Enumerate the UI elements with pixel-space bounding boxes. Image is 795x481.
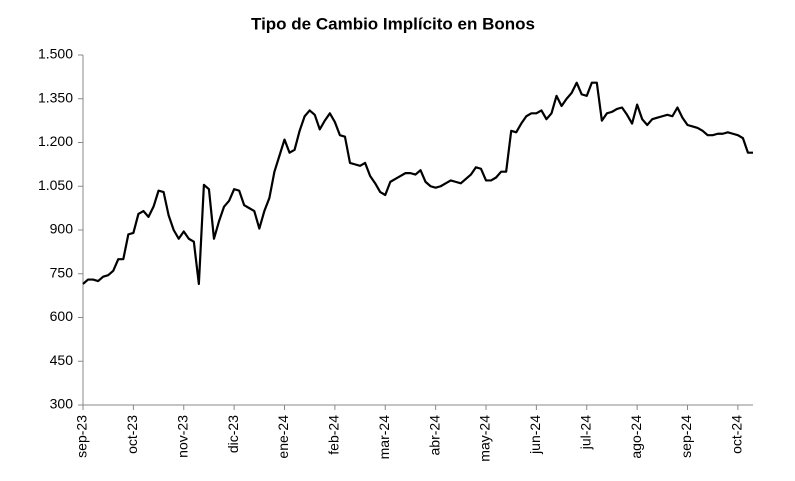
x-tick-label: may-24 [477, 415, 493, 462]
y-tick-label: 600 [50, 308, 74, 324]
y-tick-label: 300 [50, 396, 74, 412]
chart-title: Tipo de Cambio Implícito en Bonos [251, 14, 535, 33]
x-tick-label: oct-23 [124, 415, 140, 454]
x-tick-label: ago-24 [628, 415, 644, 459]
y-tick-label: 1.500 [38, 46, 73, 62]
x-tick-label: mar-24 [376, 415, 392, 460]
x-tick-label: nov-23 [174, 415, 190, 458]
y-tick-label: 450 [50, 352, 74, 368]
x-tick-label: feb-24 [326, 415, 342, 455]
x-tick-label: sep-23 [74, 415, 90, 458]
x-tick-label: sep-24 [678, 415, 694, 458]
y-tick-label: 1.200 [38, 133, 73, 149]
x-tick-label: ene-24 [275, 415, 291, 459]
x-tick-label: abr-24 [426, 415, 442, 456]
y-tick-label: 1.350 [38, 89, 73, 105]
y-tick-label: 900 [50, 221, 74, 237]
line-series [82, 81, 753, 286]
x-tick-label: dic-23 [225, 415, 241, 453]
x-tick-label: jul-24 [577, 415, 593, 450]
y-tick-label: 750 [50, 264, 74, 280]
x-tick-label: jun-24 [527, 415, 543, 455]
x-tick-label: oct-24 [729, 415, 745, 454]
y-tick-label: 1.050 [38, 177, 73, 193]
